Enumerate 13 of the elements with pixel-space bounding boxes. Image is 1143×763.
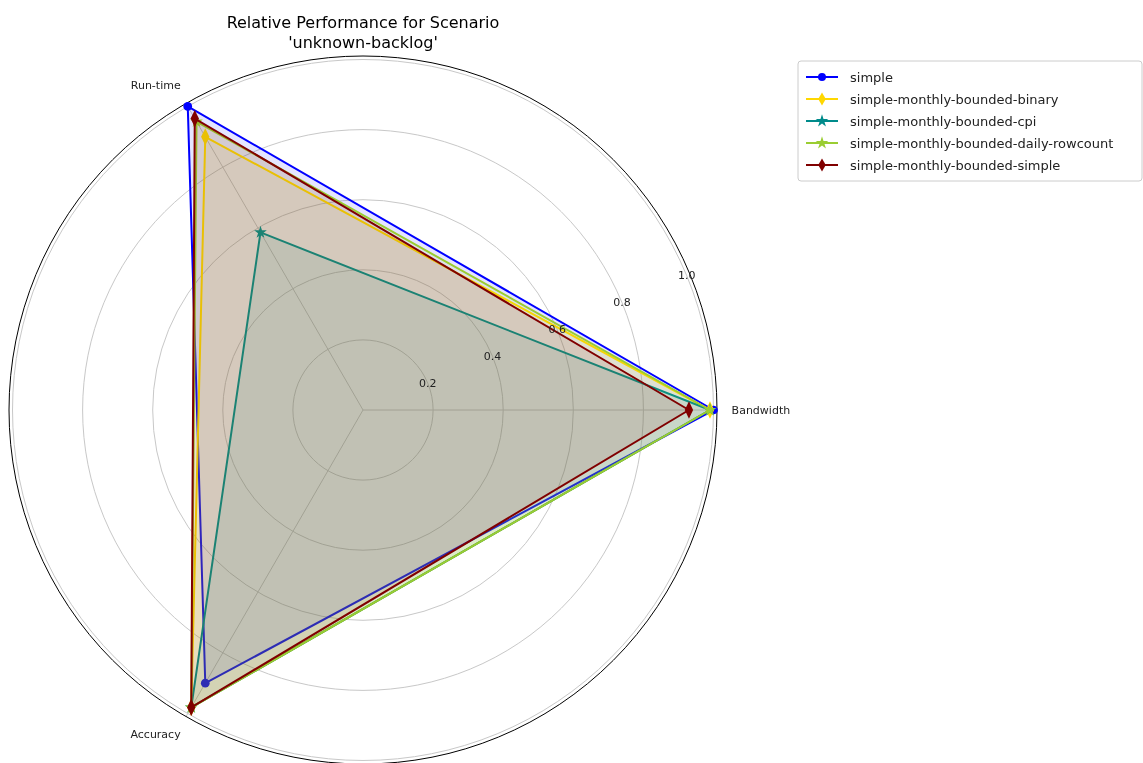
y-tick-label: 0.8 xyxy=(613,296,631,310)
legend-label: simple-monthly-bounded-binary xyxy=(850,91,1059,107)
spoke-label: Bandwidth xyxy=(731,403,791,417)
y-tick-label: 0.2 xyxy=(419,376,437,390)
legend-label: simple xyxy=(850,69,893,85)
legend-label: simple-monthly-bounded-simple xyxy=(850,157,1061,173)
spoke-label: Accuracy xyxy=(130,727,182,741)
spoke-label: Run-time xyxy=(130,79,181,93)
y-tick-label: 0.4 xyxy=(483,349,502,363)
chart-title: Relative Performance for Scenario 'unknown-backlog' xyxy=(226,13,500,52)
legend-label: simple-monthly-bounded-cpi xyxy=(850,113,1037,129)
legend-label: simple-monthly-bounded-daily-rowcount xyxy=(850,135,1114,151)
y-tick-label: 1.0 xyxy=(678,269,696,283)
